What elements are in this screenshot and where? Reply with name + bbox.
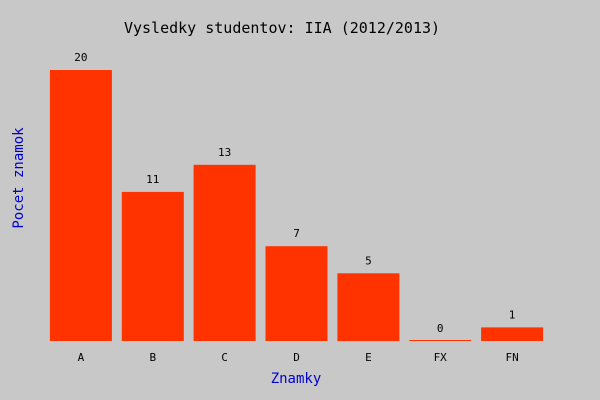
bars-group	[49, 70, 544, 342]
x-tick-label-e: E	[365, 351, 372, 364]
bar-d	[265, 246, 328, 341]
x-tick-label-b: B	[149, 351, 156, 364]
bar-e	[337, 273, 400, 342]
value-label-a: 20	[74, 51, 87, 64]
value-label-b: 11	[146, 173, 159, 186]
x-tick-label-fn: FN	[505, 351, 518, 364]
bar-b	[121, 191, 184, 341]
value-label-e: 5	[365, 254, 372, 267]
value-labels-group: 20 11 13 7 5 0 1	[74, 51, 515, 335]
x-tick-label-a: A	[78, 351, 85, 364]
bar-a	[49, 70, 112, 341]
value-label-fx: 0	[437, 322, 444, 335]
x-tick-labels-group: A B C D E FX FN	[78, 351, 519, 364]
y-axis-label: Pocet znamok	[11, 127, 27, 229]
x-tick-label-c: C	[221, 351, 228, 364]
x-axis-label: Znamky	[271, 371, 322, 387]
value-label-d: 7	[293, 227, 300, 240]
value-label-fn: 1	[509, 308, 516, 321]
x-tick-label-d: D	[293, 351, 300, 364]
bar-c	[193, 164, 256, 341]
bar-fn	[481, 327, 544, 341]
x-tick-label-fx: FX	[434, 351, 448, 364]
bar-fx	[409, 340, 472, 341]
value-label-c: 13	[218, 146, 231, 159]
chart-title: Vysledky studentov: IIA (2012/2013)	[124, 19, 440, 37]
